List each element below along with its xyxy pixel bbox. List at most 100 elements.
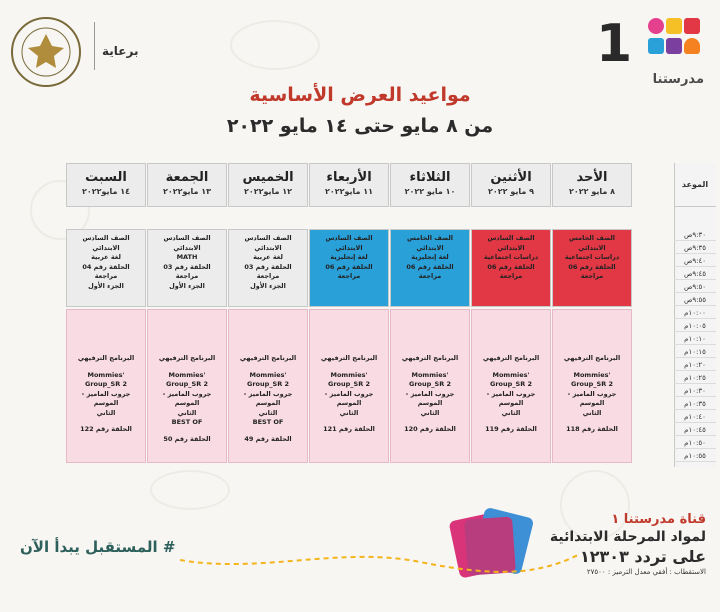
- slogan: # المستقبل يبدأ الآن: [20, 538, 176, 556]
- time-slot-label: ٩:٥٠ص: [674, 281, 716, 293]
- time-slot-label: ١٠:٢٠م: [674, 359, 716, 371]
- day-header: الجمعة ١٣ مايو٢٠٢٢: [147, 163, 227, 207]
- program-text: جروب الماميز - الموسم: [486, 389, 536, 408]
- entertainment-cell: البرنامج الترفيهي Mommies' Group_SR 2 جروب…: [147, 309, 227, 463]
- day-date: ٩ مايو ٢٠٢٢: [488, 187, 534, 196]
- program-text: الحلقة رقم 50: [163, 434, 211, 443]
- day-date: ١٢ مايو٢٠٢٢: [243, 187, 293, 196]
- day-header: السبت ١٤ مايو٢٠٢٢: [66, 163, 146, 207]
- day-date: ١١ مايو٢٠٢٢: [324, 187, 374, 196]
- channel-number: 1: [596, 14, 633, 74]
- doodle: [150, 470, 230, 510]
- lesson-text: لغة عربية: [91, 253, 121, 261]
- channel-name: مدرستنا: [652, 72, 704, 87]
- day-column: الأربعاء ١١ مايو٢٠٢٢ الصف السادس الابتدائي…: [309, 163, 389, 467]
- time-slot-label: ١٠:٥٠م: [674, 437, 716, 449]
- lesson-text: الصف السادس الابتدائي: [82, 234, 130, 252]
- lesson-text: الحلقة رقم 03 مراجعة: [163, 262, 211, 281]
- lesson-text: الصف السادس الابتدائي: [325, 234, 373, 252]
- lesson-cell: الصف السادس الابتدائي دراسات اجتماعية الحل…: [471, 229, 551, 307]
- program-text: Mommies' Group_SR 2: [570, 370, 613, 389]
- doodle: [30, 180, 90, 240]
- day-column: الأحد ٨ مايو ٢٠٢٢ الصف الخامس الابتدائي درا…: [552, 163, 632, 467]
- day-name: الخميس: [242, 170, 294, 185]
- entertainment-cell: البرنامج الترفيهي Mommies' Group_SR 2 جروب…: [66, 309, 146, 463]
- lesson-text: الصف السادس الابتدائي: [487, 234, 535, 252]
- time-slot-label: ١٠:٠٥م: [674, 320, 716, 332]
- day-header: الأثنين ٩ مايو ٢٠٢٢: [471, 163, 551, 207]
- folders-icon: [449, 508, 533, 578]
- lesson-cell: الصف السادس الابتدائي لغة إنجليزية الحلقة …: [309, 229, 389, 307]
- entertainment-cell: البرنامج الترفيهي Mommies' Group_SR 2 جروب…: [552, 309, 632, 463]
- day-name: الأحد: [576, 170, 608, 185]
- day-header: الأربعاء ١١ مايو٢٠٢٢: [309, 163, 389, 207]
- entertainment-cell: البرنامج الترفيهي Mommies' Group_SR 2 جروب…: [309, 309, 389, 463]
- day-column: السبت ١٤ مايو٢٠٢٢ الصف السادس الابتدائي لغة…: [66, 163, 146, 467]
- program-text: الحلقة رقم 120: [404, 425, 456, 433]
- program-text: Mommies' Group_SR 2: [489, 370, 532, 389]
- program-text: البرنامج الترفيهي: [239, 354, 297, 362]
- blocks-icon: [646, 18, 702, 66]
- lesson-cell: الصف الخامس الابتدائي لغة إنجليزية الحلقة …: [390, 229, 470, 307]
- lesson-text: لغة إنجليزية: [330, 253, 368, 261]
- time-slot-label: ١٠:٥٥م: [674, 450, 716, 462]
- day-column: الجمعة ١٣ مايو٢٠٢٢ الصف السادس الابتدائي MA…: [147, 163, 227, 467]
- program-text: الحلقة رقم 118: [566, 425, 618, 433]
- day-name: السبت: [85, 170, 127, 185]
- day-header: الأحد ٨ مايو ٢٠٢٢: [552, 163, 632, 207]
- lesson-text: لغة إنجليزية: [411, 253, 449, 261]
- lesson-text: دراسات اجتماعية: [564, 253, 620, 261]
- program-text: البرنامج الترفيهي: [563, 354, 621, 362]
- program-text: جروب الماميز - الموسم: [243, 389, 293, 408]
- time-slot-label: ١٠:١٠م: [674, 333, 716, 345]
- program-text: Mommies' Group_SR 2: [408, 370, 451, 389]
- time-slot-label: ١٠:٣٥م: [674, 398, 716, 410]
- program-text: Mommies' Group_SR 2: [246, 370, 289, 389]
- time-slot-label: ١٠:٠٠م: [674, 307, 716, 319]
- program-text: البرنامج الترفيهي: [482, 354, 540, 362]
- page-title: مواعيد العرض الأساسية: [249, 84, 471, 106]
- day-date: ١٤ مايو٢٠٢٢: [81, 187, 131, 196]
- time-slot-label: ٩:٤٥ص: [674, 268, 716, 280]
- channel-subject: لمواد المرحلة الابتدائية: [549, 529, 706, 545]
- ministry-seal-logo: [11, 17, 81, 87]
- program-text: جروب الماميز - الموسم: [567, 389, 617, 408]
- page-subtitle: من ٨ مايو حتى ١٤ مايو ٢٠٢٢: [226, 115, 494, 137]
- time-slot-label: ٩:٤٠ص: [674, 255, 716, 267]
- program-text: الحلقة رقم 121: [323, 425, 375, 433]
- program-text: البرنامج الترفيهي: [401, 354, 459, 362]
- program-text: البرنامج الترفيهي: [77, 354, 135, 362]
- program-text: جروب الماميز - الموسم: [162, 389, 212, 408]
- program-text: Mommies' Group_SR 2: [84, 370, 127, 389]
- time-slot-label: ٩:٣٥ص: [674, 242, 716, 254]
- lesson-cell: الصف الخامس الابتدائي دراسات اجتماعية الحل…: [552, 229, 632, 307]
- doodle: [230, 20, 320, 70]
- program-text: الثاني: [582, 408, 602, 417]
- header-divider: [94, 22, 95, 70]
- schedule-table: الموعد ٩:٣٠ص ٩:٣٥ص ٩:٤٠ص ٩:٤٥ص ٩:٥٠ص ٩:٥٥ص ١٠:…: [55, 163, 716, 467]
- lesson-text: دراسات اجتماعية: [483, 253, 539, 261]
- channel-info: قناة مدرستنا ١ لمواد المرحلة الابتدائية …: [550, 512, 706, 576]
- program-text: الثاني: [96, 408, 116, 417]
- day-header: الخميس ١٢ مايو٢٠٢٢: [228, 163, 308, 207]
- channel-title: قناة مدرستنا ١: [611, 512, 706, 527]
- channel-logo: 1 مدرستنا: [596, 14, 706, 94]
- program-text: الحلقة رقم 122: [80, 425, 132, 433]
- program-text: Mommies' Group_SR 2: [327, 370, 370, 389]
- lesson-text: الحلقة رقم 06 مراجعة: [568, 262, 616, 281]
- day-column: الخميس ١٢ مايو٢٠٢٢ الصف السادس الابتدائي لغ…: [228, 163, 308, 467]
- lesson-text: الحلقة رقم 04 مراجعة: [82, 262, 130, 281]
- lesson-text: الجزء الأول: [250, 281, 286, 290]
- lesson-text: الحلقة رقم 06 مراجعة: [487, 262, 535, 281]
- time-slot-label: ٩:٥٥ص: [674, 294, 716, 306]
- lesson-text: الحلقة رقم 06 مراجعة: [325, 262, 373, 281]
- time-slot-label: ١٠:١٥م: [674, 346, 716, 358]
- day-name: الجمعة: [165, 170, 209, 185]
- lesson-text: الجزء الأول: [88, 281, 124, 290]
- program-text: الثاني: [420, 408, 440, 417]
- day-name: الأربعاء: [326, 170, 372, 185]
- time-column: الموعد ٩:٣٠ص ٩:٣٥ص ٩:٤٠ص ٩:٤٥ص ٩:٥٠ص ٩:٥٥ص ١٠:…: [674, 163, 716, 467]
- program-text: الثاني: [258, 408, 278, 417]
- time-slot-label: ١٠:٤٥م: [674, 424, 716, 436]
